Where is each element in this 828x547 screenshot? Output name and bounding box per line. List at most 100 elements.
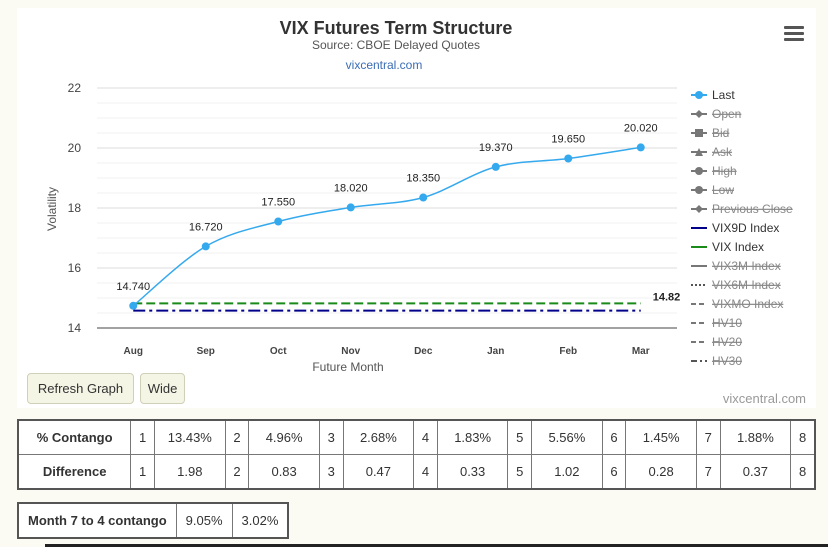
legend-item-open[interactable]: Open xyxy=(691,107,741,121)
legend-marker xyxy=(695,186,703,194)
month-index-cell: 1 xyxy=(130,419,156,455)
legend-label: VIX9D Index xyxy=(712,221,779,235)
value-cell: 0.37 xyxy=(719,454,792,490)
table-row: Difference 1 1.98 2 0.83 3 0.47 4 0.33 5 1.02 6 0.28… xyxy=(17,454,816,490)
month-index-cell: 2 xyxy=(224,419,250,455)
row-label: % Contango xyxy=(17,419,132,455)
data-point[interactable] xyxy=(201,242,210,251)
legend-item-vixmo-index[interactable]: VIXMO Index xyxy=(691,297,783,311)
row-label: Difference xyxy=(17,454,132,490)
value-cell: 1.83% xyxy=(436,419,509,455)
legend-label: Bid xyxy=(712,126,729,140)
legend-item-low[interactable]: Low xyxy=(691,183,734,197)
data-point[interactable] xyxy=(129,301,138,310)
month-index-cell: 8 xyxy=(790,454,816,490)
legend-item-hv20[interactable]: HV20 xyxy=(691,335,742,349)
value-cell: 0.28 xyxy=(625,454,697,490)
month-index-cell: 2 xyxy=(224,454,250,490)
legend-item-vix-index[interactable]: VIX Index xyxy=(691,240,764,254)
value-cell: 1.88% xyxy=(719,419,792,455)
legend-item-vix3m-index[interactable]: VIX3M Index xyxy=(691,259,781,273)
month-index-cell: 7 xyxy=(695,419,721,455)
data-label: 19.370 xyxy=(479,142,513,154)
legend-label: HV10 xyxy=(712,316,742,330)
month-index-cell: 7 xyxy=(695,454,721,490)
data-point[interactable] xyxy=(564,154,573,163)
data-point[interactable] xyxy=(491,162,500,171)
data-label: 18.020 xyxy=(334,182,368,194)
value-cell: 0.47 xyxy=(342,454,415,490)
x-tick-label: Nov xyxy=(341,346,360,357)
legend-label: Low xyxy=(712,183,734,197)
footer-divider xyxy=(45,544,828,547)
month-index-cell: 4 xyxy=(413,454,438,490)
x-axis-label: Future Month xyxy=(312,360,383,374)
data-label: 20.020 xyxy=(624,122,658,134)
credits-link[interactable]: vixcentral.com xyxy=(723,391,806,406)
value-cell: 0.83 xyxy=(248,454,320,490)
data-point[interactable] xyxy=(274,217,283,226)
legend-item-vix9d-index[interactable]: VIX9D Index xyxy=(691,221,779,235)
legend-label: VIX Index xyxy=(712,240,764,254)
legend-item-high[interactable]: High xyxy=(691,164,737,178)
month-7-to-4-contango-table: Month 7 to 4 contango 9.05% 3.02% xyxy=(17,502,290,539)
table-row: % Contango 1 13.43% 2 4.96% 3 2.68% 4 1.83% 5 5.56… xyxy=(17,419,816,455)
contango-table: % Contango 1 13.43% 2 4.96% 3 2.68% 4 1.83% 5 5.56… xyxy=(17,419,816,490)
chart-subtitle: Source: CBOE Delayed Quotes xyxy=(312,38,480,52)
value-cell: 13.43% xyxy=(154,419,226,455)
value-cell: 5.56% xyxy=(531,419,603,455)
legend-label: Open xyxy=(712,107,741,121)
legend-marker xyxy=(695,91,703,99)
value-cell: 1.02 xyxy=(531,454,603,490)
legend-item-vix6m-index[interactable]: VIX6M Index xyxy=(691,278,781,292)
summary-value: 9.05% xyxy=(175,502,233,539)
legend-label: VIX3M Index xyxy=(712,259,781,273)
legend-item-ask[interactable]: Ask xyxy=(691,145,733,159)
data-label: 19.650 xyxy=(551,134,585,146)
chart-title: VIX Futures Term Structure xyxy=(280,18,513,38)
month-index-cell: 6 xyxy=(601,454,627,490)
legend-item-hv10[interactable]: HV10 xyxy=(691,316,742,330)
legend-marker xyxy=(695,110,703,118)
month-index-cell: 6 xyxy=(601,419,627,455)
summary-label: Month 7 to 4 contango xyxy=(17,502,177,539)
legend-label: VIXMO Index xyxy=(712,297,783,311)
legend-marker xyxy=(695,205,703,213)
x-tick-label: Mar xyxy=(632,346,650,357)
x-tick-label: Sep xyxy=(197,346,215,357)
data-label: 17.550 xyxy=(261,197,295,209)
x-tick-label: Aug xyxy=(124,346,143,357)
hamburger-menu-icon[interactable] xyxy=(784,26,804,42)
legend-item-last[interactable]: Last xyxy=(691,88,735,102)
data-point[interactable] xyxy=(636,143,645,152)
x-tick-label: Oct xyxy=(270,346,287,357)
legend-item-bid[interactable]: Bid xyxy=(691,126,729,140)
value-cell: 1.45% xyxy=(625,419,697,455)
refresh-graph-button[interactable]: Refresh Graph xyxy=(27,373,134,404)
legend-item-previous-close[interactable]: Previous Close xyxy=(691,202,793,216)
legend-item-hv30[interactable]: HV30 xyxy=(691,354,742,368)
chart-panel: VIX Futures Term Structure Source: CBOE … xyxy=(17,8,816,408)
legend-marker xyxy=(695,167,703,175)
data-label: 14.740 xyxy=(116,281,150,293)
value-cell: 0.33 xyxy=(436,454,509,490)
summary-value: 3.02% xyxy=(231,502,289,539)
y-tick-label: 20 xyxy=(68,141,82,155)
month-index-cell: 3 xyxy=(318,454,344,490)
table-row: Month 7 to 4 contango 9.05% 3.02% xyxy=(17,502,289,539)
data-point[interactable] xyxy=(346,203,355,212)
source-link[interactable]: vixcentral.com xyxy=(346,58,423,72)
y-tick-label: 14 xyxy=(68,321,82,335)
month-index-cell: 3 xyxy=(318,419,344,455)
data-label: 16.720 xyxy=(189,221,223,233)
month-index-cell: 8 xyxy=(790,419,816,455)
value-cell: 4.96% xyxy=(248,419,320,455)
x-tick-label: Jan xyxy=(487,346,504,357)
y-tick-label: 16 xyxy=(68,261,82,275)
wide-button[interactable]: Wide xyxy=(140,373,185,404)
legend-marker xyxy=(695,129,703,137)
legend-label: Previous Close xyxy=(712,202,793,216)
legend-label: Last xyxy=(712,88,735,102)
month-index-cell: 4 xyxy=(413,419,438,455)
data-point[interactable] xyxy=(419,193,428,202)
